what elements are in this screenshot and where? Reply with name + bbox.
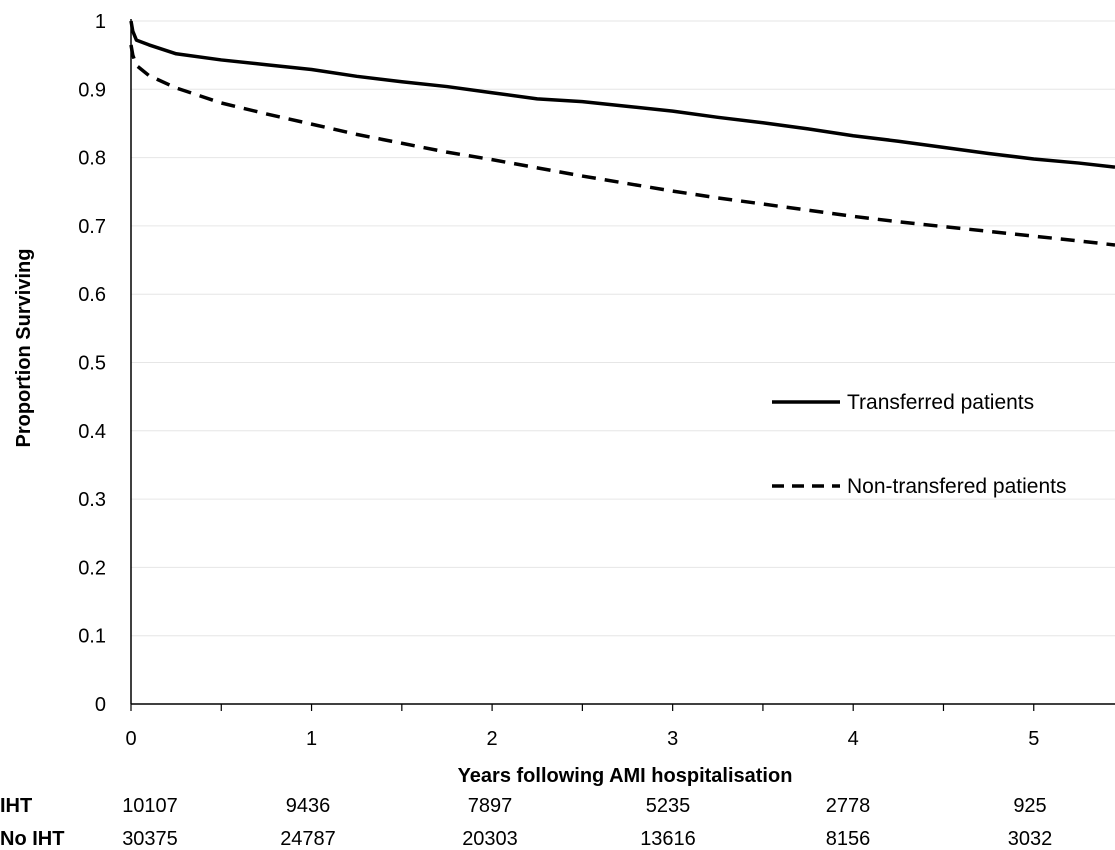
x-axis-title: Years following AMI hospitalisation [458, 765, 793, 787]
risk-value: 7897 [468, 795, 513, 817]
series-lines [129, 20, 1115, 247]
risk-value: 10107 [122, 795, 178, 817]
gridlines [131, 20, 1115, 637]
risk-value: 13616 [640, 828, 696, 850]
series-line-non-transferred [129, 44, 1115, 247]
y-tick-label: 0.2 [78, 557, 106, 579]
risk-value: 3032 [1008, 828, 1053, 850]
x-tick-label: 4 [848, 728, 859, 750]
x-tick-label: 3 [667, 728, 678, 750]
y-tick-label: 0.9 [78, 79, 106, 101]
y-tick-label: 0.8 [78, 148, 106, 170]
x-tick-label: 1 [306, 728, 317, 750]
axes: 0 0.1 0.2 0.3 0.4 0.5 0.6 0.7 0.8 0.9 1 0 1 2 3 4 5 [78, 11, 1115, 750]
x-tick-label: 5 [1028, 728, 1039, 750]
risk-value: 30375 [122, 828, 178, 850]
y-tick-label: 0.6 [78, 284, 106, 306]
x-tick-label: 0 [125, 728, 136, 750]
y-tick-label: 0.4 [78, 421, 106, 443]
risk-value: 5235 [646, 795, 691, 817]
y-tick-label: 1 [95, 11, 106, 33]
y-tick-label: 0.7 [78, 216, 106, 238]
y-axis-title: Proportion Surviving [13, 249, 35, 448]
risk-value: 9436 [286, 795, 331, 817]
risk-value: 8156 [826, 828, 871, 850]
x-tick-label: 2 [487, 728, 498, 750]
y-tick-label: 0.5 [78, 353, 106, 375]
risk-value: 24787 [280, 828, 336, 850]
risk-value: 925 [1013, 795, 1046, 817]
risk-row-label: IHT [0, 795, 32, 817]
risk-row-label: No IHT [0, 828, 64, 850]
y-tick-label: 0.1 [78, 626, 106, 648]
y-tick-label: 0.3 [78, 489, 106, 511]
legend-label-transferred: Transferred patients [847, 391, 1034, 414]
risk-value: 20303 [462, 828, 518, 850]
legend: Transferred patients Non-transfered pati… [772, 391, 1066, 498]
number-at-risk-table: IHT 10107 9436 7897 5235 2778 925 No IHT 30375 24… [0, 795, 1052, 850]
y-tick-label: 0 [95, 694, 106, 716]
series-line-transferred [129, 20, 1115, 169]
risk-value: 2778 [826, 795, 871, 817]
legend-label-non-transferred: Non-transfered patients [847, 475, 1066, 498]
